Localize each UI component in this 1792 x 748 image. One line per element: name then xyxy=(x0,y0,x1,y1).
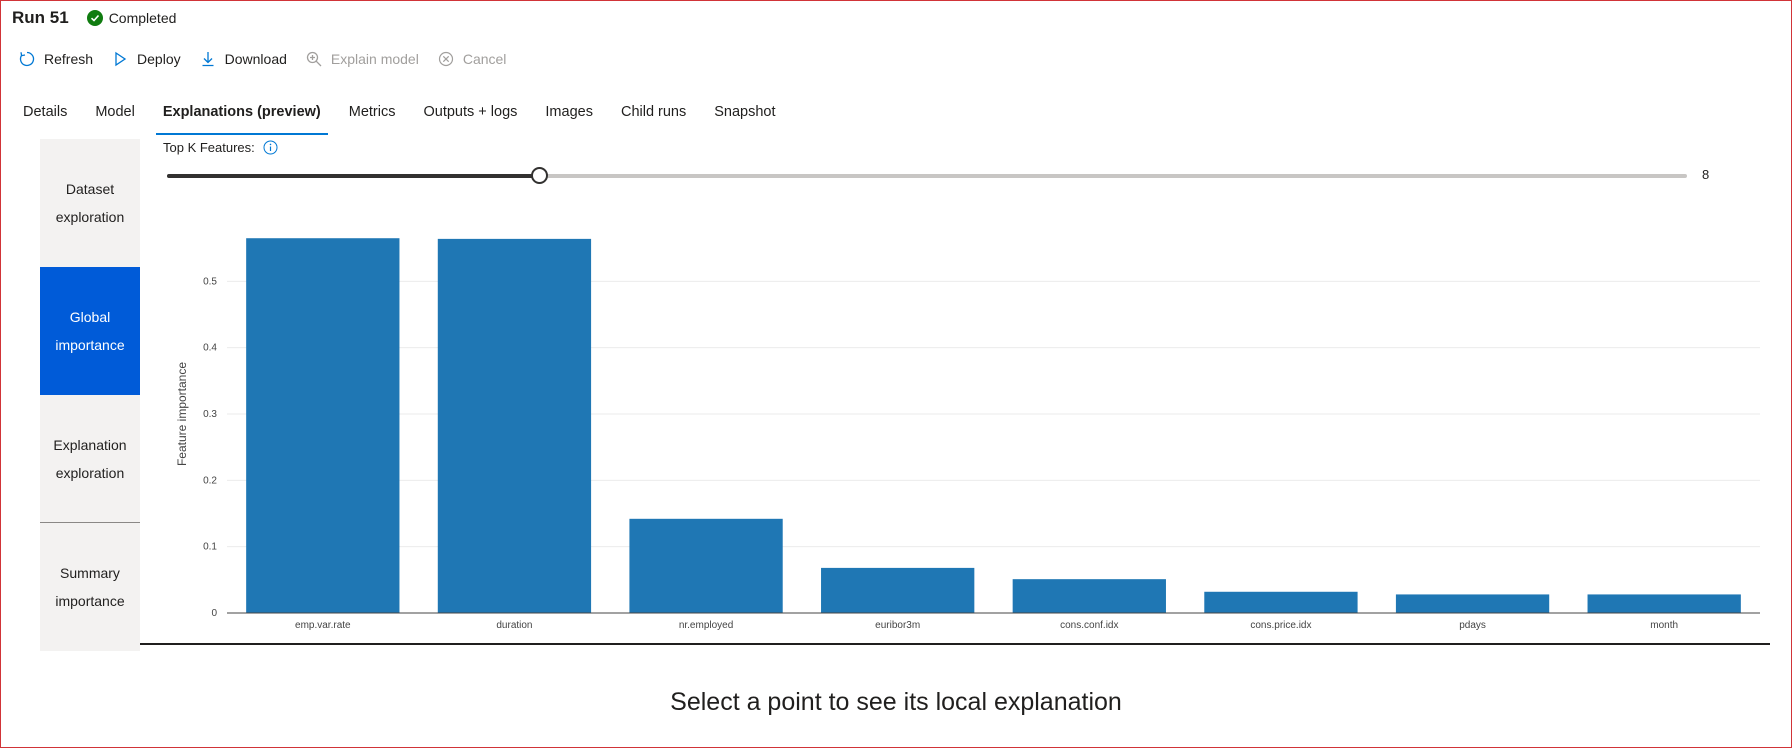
download-button[interactable]: Download xyxy=(199,50,287,68)
nav-dataset-exploration[interactable]: Dataset exploration xyxy=(40,139,140,267)
nav-label-line2: exploration xyxy=(55,209,125,225)
status-text: Completed xyxy=(108,10,177,26)
tab-snapshot[interactable]: Snapshot xyxy=(714,104,776,120)
nav-label-line1: Explanation xyxy=(53,436,127,453)
tab-model[interactable]: Model xyxy=(95,104,135,120)
tab-explanations[interactable]: Explanations (preview) xyxy=(154,100,330,136)
y-tick-label: 0 xyxy=(211,608,217,619)
run-title: Run 51 xyxy=(12,8,69,27)
deploy-label: Deploy xyxy=(137,51,181,67)
nav-label-line2: exploration xyxy=(55,464,125,481)
x-tick-label: cons.conf.idx xyxy=(1060,620,1118,631)
tab-outputs-logs[interactable]: Outputs + logs xyxy=(423,104,518,120)
check-circle-icon xyxy=(86,10,103,26)
cancel-button[interactable]: Cancel xyxy=(437,50,507,68)
bar-emp-var-rate xyxy=(246,238,400,613)
y-axis-label: Feature importance xyxy=(175,362,189,466)
x-tick-label: nr.employed xyxy=(679,620,733,631)
feature-importance-chart: 0 0.1 0.2 0.3 0.4 0.5 emp.var.rate duration nr.e… xyxy=(175,238,1760,631)
nav-label-line1: Summary xyxy=(60,565,120,581)
run-header: Run 51 Completed xyxy=(12,8,176,28)
topk-slider-fill xyxy=(167,174,540,178)
section-divider xyxy=(140,643,1770,645)
y-tick-label: 0.2 xyxy=(203,475,217,486)
nav-global-importance[interactable]: Global importance xyxy=(40,267,140,395)
cancel-circle-icon xyxy=(437,50,455,68)
nav-label-line1: Global xyxy=(69,309,111,325)
topk-label: Top K Features: xyxy=(163,140,278,155)
bar-nr-employed xyxy=(629,518,783,613)
explanation-sidenav: Dataset exploration Global importance Expl… xyxy=(40,139,140,651)
tab-child-runs[interactable]: Child runs xyxy=(620,104,687,120)
topk-value: 8 xyxy=(1702,167,1710,182)
tab-details[interactable]: Details xyxy=(23,104,68,120)
refresh-icon xyxy=(18,50,36,68)
y-tick-label: 0.5 xyxy=(203,276,217,287)
status-badge: Completed xyxy=(86,10,177,26)
refresh-button[interactable]: Refresh xyxy=(18,50,93,68)
local-explanation-hint: Select a point to see its local explanat… xyxy=(670,688,1122,716)
zoom-in-icon xyxy=(305,50,323,68)
x-tick-label: month xyxy=(1650,620,1678,631)
x-tick-label: cons.price.idx xyxy=(1250,620,1311,631)
download-label: Download xyxy=(224,51,287,67)
run-tabs: Details Model Explanations (preview) Met… xyxy=(14,100,795,136)
info-icon[interactable] xyxy=(263,140,278,155)
topk-slider-track[interactable] xyxy=(167,174,1687,178)
toolbar: Refresh Deploy Download Explain model Ca… xyxy=(18,48,524,70)
y-tick-label: 0.4 xyxy=(203,343,217,354)
download-icon xyxy=(199,50,217,68)
topk-slider-thumb[interactable] xyxy=(530,167,548,184)
bar-month xyxy=(1587,594,1741,613)
cancel-label: Cancel xyxy=(462,51,507,67)
y-tick-label: 0.3 xyxy=(203,409,217,420)
explain-model-label: Explain model xyxy=(330,51,419,67)
x-tick-label: duration xyxy=(496,620,532,631)
x-tick-label: euribor3m xyxy=(875,620,920,631)
nav-label-line1: Dataset xyxy=(65,181,115,197)
x-tick-label: emp.var.rate xyxy=(295,620,351,631)
nav-label-line2: importance xyxy=(55,337,125,353)
bar-pdays xyxy=(1395,594,1550,613)
x-tick-label: pdays xyxy=(1459,620,1486,631)
play-icon xyxy=(111,50,129,68)
nav-summary-importance[interactable]: Summary importance xyxy=(40,523,140,651)
tab-metrics[interactable]: Metrics xyxy=(348,104,396,120)
refresh-label: Refresh xyxy=(44,51,94,67)
deploy-button[interactable]: Deploy xyxy=(111,50,181,68)
bar-cons-conf-idx xyxy=(1012,579,1166,613)
topk-label-text: Top K Features: xyxy=(163,140,255,155)
bar-euribor3m xyxy=(821,567,975,613)
tab-images[interactable]: Images xyxy=(545,104,593,120)
nav-explanation-exploration[interactable]: Explanation exploration xyxy=(40,395,140,523)
explain-model-button[interactable]: Explain model xyxy=(305,50,419,68)
nav-label-line2: importance xyxy=(55,593,125,609)
bar-cons-price-idx xyxy=(1204,591,1358,613)
y-tick-label: 0.1 xyxy=(203,542,217,553)
bar-duration xyxy=(437,238,592,613)
